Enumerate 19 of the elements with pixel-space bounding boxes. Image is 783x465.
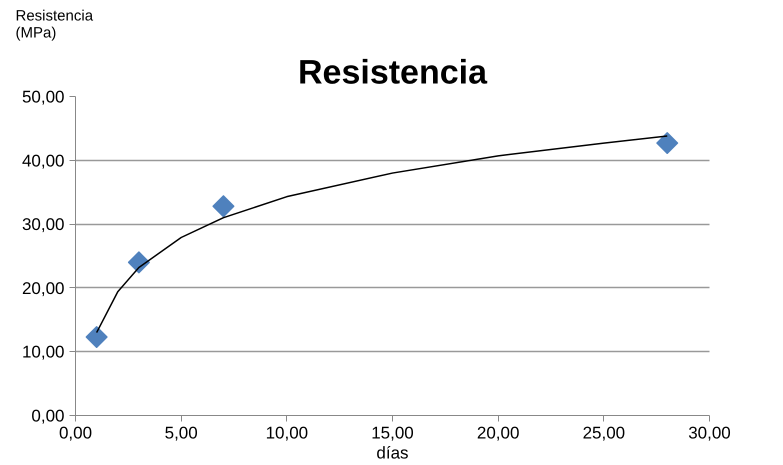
y-tick-label: 20,00	[22, 278, 65, 298]
x-tick-label: 10,00	[266, 424, 308, 442]
y-tick-label: 0,00	[31, 406, 65, 426]
x-tick-label: 20,00	[476, 424, 520, 442]
point	[212, 195, 235, 218]
x-tick-label: 5,00	[164, 424, 198, 442]
y-tick-label: 10,00	[22, 342, 65, 362]
x-tick-label: 30,00	[688, 424, 731, 442]
x-tick-label: 0,00	[58, 424, 92, 442]
chart-title: Resistencia	[298, 54, 488, 92]
y-axis-title: Resistencia (MPa)	[16, 8, 94, 42]
y-tick-label: 40,00	[22, 151, 65, 170]
y-tick-label: 50,00	[22, 88, 65, 106]
x-tick-label: 15,00	[371, 424, 414, 442]
x-axis-title: días	[376, 444, 409, 462]
y-tick-label: 30,00	[22, 215, 65, 234]
point	[86, 326, 108, 348]
point	[656, 132, 678, 154]
x-tick-label: 25,00	[582, 424, 626, 442]
